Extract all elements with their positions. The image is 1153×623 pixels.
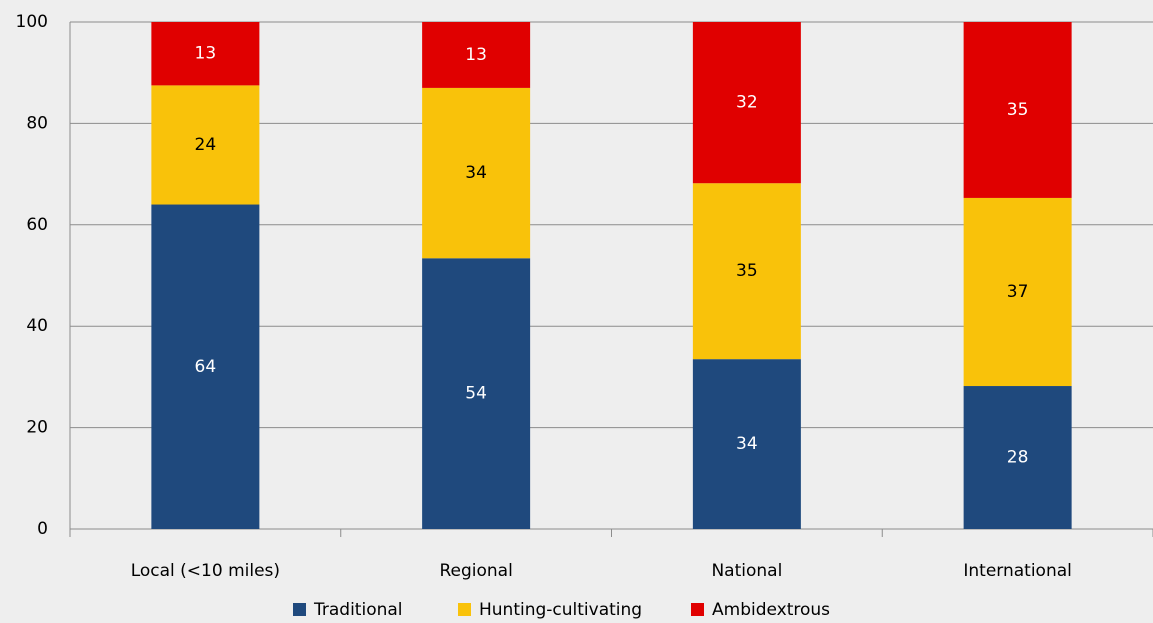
legend-label: Traditional xyxy=(313,600,403,620)
bar-segment xyxy=(422,258,531,529)
bar-segment xyxy=(963,197,1072,387)
y-tick-label: 100 xyxy=(16,12,48,32)
bar-segment xyxy=(692,22,801,184)
y-tick-label: 0 xyxy=(37,519,48,539)
legend-swatch xyxy=(691,603,704,616)
data-label: 24 xyxy=(195,135,217,155)
y-tick-label: 40 xyxy=(26,316,48,336)
bar-segment xyxy=(151,22,260,86)
data-label: 54 xyxy=(465,384,487,404)
bar-segment xyxy=(422,22,531,88)
data-label: 28 xyxy=(1007,448,1029,468)
x-tick-label: Local (<10 miles) xyxy=(131,561,280,581)
data-label: 13 xyxy=(465,45,487,65)
x-tick-label: International xyxy=(963,561,1072,581)
bar-segment xyxy=(692,359,801,529)
bar-segment xyxy=(692,183,801,360)
data-label: 34 xyxy=(736,434,758,454)
data-label: 35 xyxy=(736,261,758,281)
legend-swatch xyxy=(293,603,306,616)
data-label: 32 xyxy=(736,93,758,113)
legend-label: Ambidextrous xyxy=(712,600,830,620)
legend-swatch xyxy=(458,603,471,616)
bar-segment xyxy=(151,85,260,205)
y-tick-label: 80 xyxy=(26,113,48,133)
bar-segment xyxy=(963,22,1072,198)
y-tick-label: 20 xyxy=(26,418,48,438)
data-label: 64 xyxy=(195,357,217,377)
data-label: 34 xyxy=(465,163,487,183)
data-label: 13 xyxy=(195,44,217,64)
data-label: 37 xyxy=(1007,282,1029,302)
x-tick-label: Regional xyxy=(439,561,512,581)
data-label: 35 xyxy=(1007,100,1029,120)
bar-segment xyxy=(422,87,531,259)
bar-segment xyxy=(151,204,260,529)
y-tick-label: 60 xyxy=(26,215,48,235)
x-tick-label: National xyxy=(711,561,782,581)
bar-segment xyxy=(963,386,1072,529)
legend-label: Hunting-cultivating xyxy=(479,600,642,620)
